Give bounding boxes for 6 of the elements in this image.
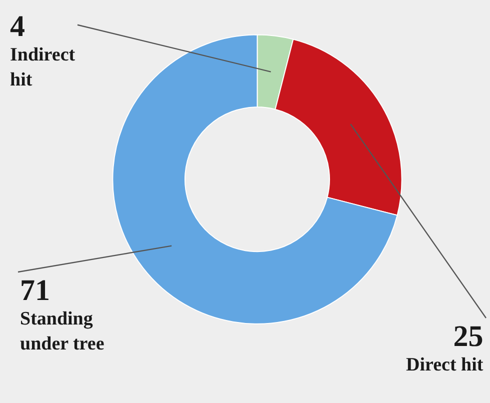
data-label: 25 (453, 320, 484, 353)
data-label: 4 (10, 10, 25, 43)
slice-label: Direct hit (406, 354, 484, 376)
slice-label: Standing under tree (20, 308, 104, 354)
data-label: 71 (20, 274, 50, 307)
slice-label: Indirect hit (10, 44, 76, 90)
